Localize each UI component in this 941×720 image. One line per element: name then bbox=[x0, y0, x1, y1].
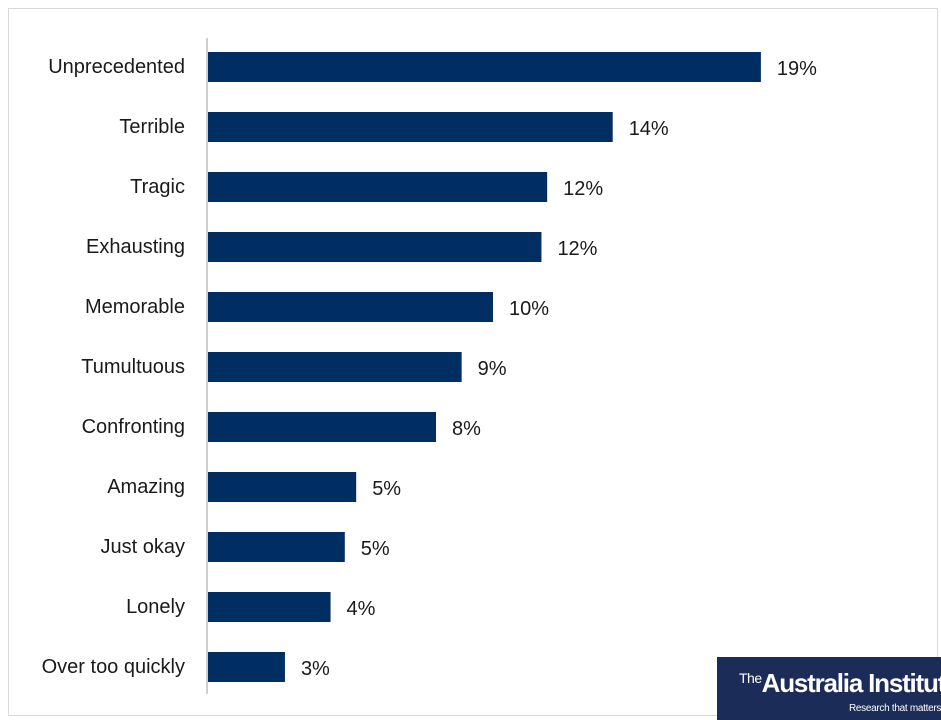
category-label: Exhausting bbox=[86, 236, 185, 258]
bar-just-okay bbox=[208, 532, 345, 562]
category-label: Tumultuous bbox=[81, 356, 185, 378]
logo-prefix: The bbox=[739, 670, 762, 686]
value-label: 12% bbox=[563, 178, 603, 200]
logo-wordmark: TheAustralia Institute bbox=[739, 663, 941, 698]
value-label: 14% bbox=[629, 118, 669, 140]
bars-group bbox=[208, 52, 761, 682]
category-label: Unprecedented bbox=[48, 56, 185, 78]
value-labels-group: 19% 14% 12% 12% 10% 9% 8% 5% 5% 4% 3% bbox=[301, 58, 817, 680]
bar-tumultuous bbox=[208, 352, 462, 382]
category-label: Memorable bbox=[85, 296, 185, 318]
logo-name: Australia Institute bbox=[761, 668, 941, 698]
value-label: 3% bbox=[301, 658, 330, 680]
bar-amazing bbox=[208, 472, 357, 502]
bar-lonely bbox=[208, 592, 331, 622]
bar-memorable bbox=[208, 292, 493, 322]
category-label: Confronting bbox=[82, 416, 185, 438]
bar-unprecedented bbox=[208, 52, 761, 82]
category-label: Terrible bbox=[119, 116, 185, 138]
category-label: Lonely bbox=[126, 596, 185, 618]
value-label: 9% bbox=[478, 358, 507, 380]
australia-institute-logo: TheAustralia Institute Research that mat… bbox=[717, 657, 941, 720]
value-label: 12% bbox=[557, 238, 597, 260]
bar-terrible bbox=[208, 112, 613, 142]
category-label: Tragic bbox=[130, 176, 185, 198]
value-label: 19% bbox=[777, 58, 817, 80]
category-label: Amazing bbox=[107, 476, 185, 498]
category-label: Just okay bbox=[101, 536, 185, 558]
bar-over-too-quickly bbox=[208, 652, 285, 682]
value-label: 4% bbox=[347, 598, 376, 620]
value-label: 10% bbox=[509, 298, 549, 320]
category-label: Over too quickly bbox=[42, 656, 185, 678]
category-labels-group: Unprecedented Terrible Tragic Exhausting Mem… bbox=[42, 56, 185, 678]
logo-tagline: Research that matters bbox=[849, 703, 941, 714]
bar-confronting bbox=[208, 412, 436, 442]
value-label: 8% bbox=[452, 418, 481, 440]
bar-exhausting bbox=[208, 232, 542, 262]
value-label: 5% bbox=[361, 538, 390, 560]
value-label: 5% bbox=[372, 478, 401, 500]
bar-tragic bbox=[208, 172, 548, 202]
